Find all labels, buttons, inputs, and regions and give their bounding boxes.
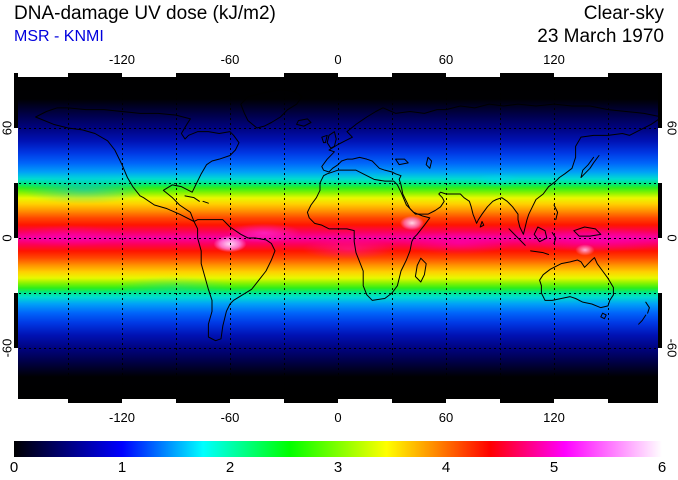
longitude-axis-bottom: -120 -60 0 60 120 [14, 410, 662, 425]
page-title: DNA-damage UV dose (kJ/m2) [14, 3, 276, 24]
colorbar-tick-label: 6 [657, 459, 667, 476]
lat-tick-label: 60 [0, 120, 14, 136]
source-label: MSR - KNMI [14, 28, 104, 45]
grid-line-horizontal [14, 183, 662, 184]
colorbar-tick-label: 0 [9, 459, 19, 476]
date-label: 23 March 1970 [537, 26, 664, 47]
map-canvas [14, 73, 662, 403]
latitude-axis-right: 60 0 -60 [664, 73, 678, 403]
lat-tick-label: -60 [664, 338, 678, 358]
lon-tick-label: 60 [438, 52, 454, 67]
lat-tick-label: -60 [0, 338, 14, 358]
lat-tick-label: 60 [664, 120, 678, 136]
colorbar-tick-label: 4 [441, 459, 451, 476]
colorbar-tick-label: 2 [225, 459, 235, 476]
lon-tick-label: -120 [108, 410, 136, 425]
frame-zebra-right [658, 73, 662, 403]
lon-tick-label: -60 [220, 410, 240, 425]
colorbar-tick-label: 1 [117, 459, 127, 476]
lon-tick-label: 60 [438, 410, 454, 425]
lat-tick-label: 0 [664, 234, 678, 242]
lon-tick-label: -60 [220, 52, 240, 67]
grid-line-horizontal [14, 348, 662, 349]
frame-zebra-bottom [14, 399, 662, 403]
lon-tick-label: -120 [108, 52, 136, 67]
longitude-axis-top: -120 -60 0 60 120 [14, 52, 662, 67]
colorbar-tick-label: 5 [549, 459, 559, 476]
frame-zebra-left [14, 73, 18, 403]
lon-tick-label: 0 [334, 52, 342, 67]
colorbar-tick-label: 3 [333, 459, 343, 476]
condition-label: Clear-sky [583, 3, 664, 24]
coastlines [14, 73, 662, 403]
lon-tick-label: 120 [543, 410, 565, 425]
grid-line-horizontal [14, 238, 662, 239]
lat-tick-label: 0 [0, 234, 14, 242]
latitude-axis-left: 60 0 -60 [0, 73, 14, 403]
colorbar-axis: 0 1 2 3 4 5 6 [10, 459, 666, 477]
grid-line-horizontal [14, 128, 662, 129]
lon-tick-label: 0 [334, 410, 342, 425]
grid-line-horizontal [14, 293, 662, 294]
colorbar [14, 441, 662, 457]
frame-zebra-top [14, 73, 662, 77]
lon-tick-label: 120 [543, 52, 565, 67]
graticule [14, 73, 662, 403]
